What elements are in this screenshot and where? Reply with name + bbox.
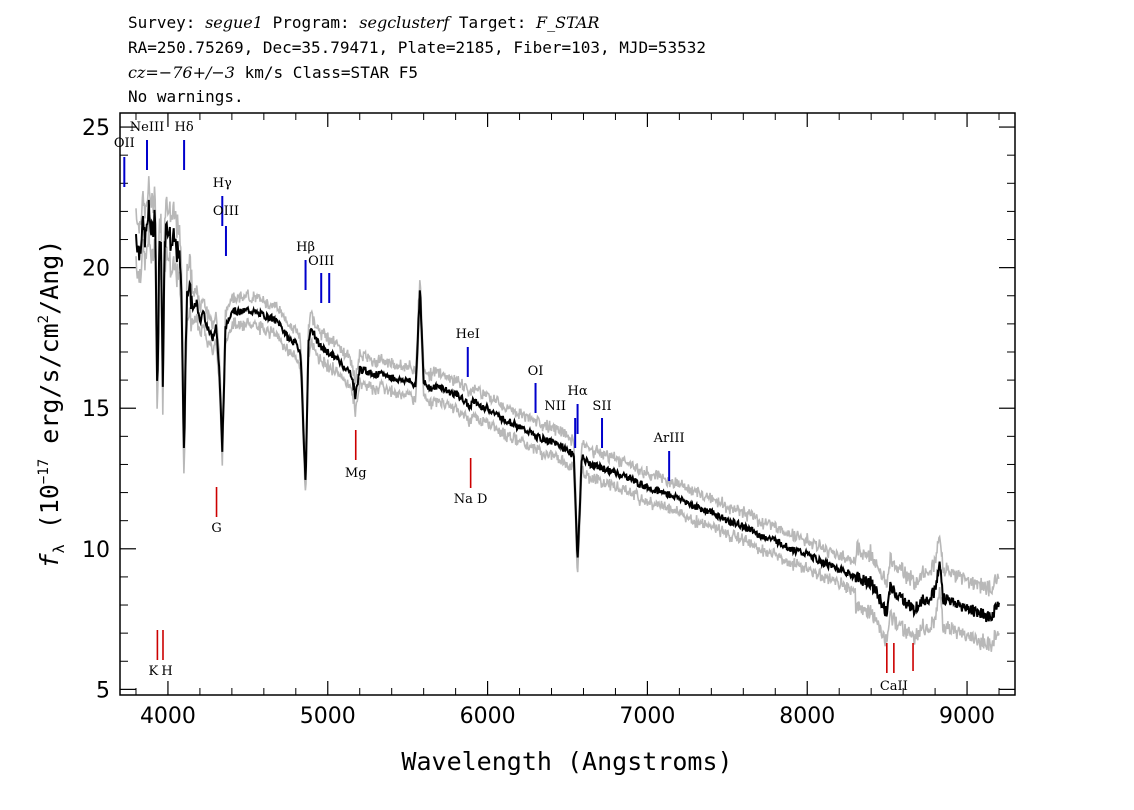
x-tick-label: 5000 bbox=[300, 704, 356, 729]
header-line-redshift: cz=−76+/−3 km/s Class=STAR F5 bbox=[128, 63, 418, 82]
target-label: Target: bbox=[459, 13, 526, 32]
absorption-line-label: K bbox=[149, 664, 159, 679]
emission-line-label: Hβ bbox=[296, 240, 315, 255]
y-tick-label: 20 bbox=[82, 257, 110, 282]
y-axis-f: f bbox=[35, 552, 64, 568]
y-axis-exp1: −17 bbox=[36, 459, 52, 484]
survey-label: Survey: bbox=[128, 13, 195, 32]
emission-line-label: NII bbox=[544, 399, 566, 414]
y-tick-label: 5 bbox=[96, 678, 110, 703]
emission-line-label: SII bbox=[592, 399, 611, 414]
absorption-line-label: CaII bbox=[880, 679, 908, 694]
header-line-warnings: No warnings. bbox=[128, 87, 244, 106]
header-line-survey: Survey: segue1 Program: segclusterf Targ… bbox=[128, 13, 599, 32]
absorption-line-label: G bbox=[211, 521, 221, 536]
emission-line-label: OII bbox=[114, 136, 135, 151]
y-tick-label: 10 bbox=[82, 538, 110, 563]
target-value: F_STAR bbox=[535, 13, 599, 32]
emission-line-label: NeIII bbox=[130, 120, 164, 135]
header-line-coords: RA=250.75269, Dec=35.79471, Plate=2185, … bbox=[128, 38, 706, 57]
y-axis-exp2: 2 bbox=[36, 315, 52, 323]
axis-ticks: 4000 5000 6000 7000 8000 9000 5 10 15 20 25 bbox=[82, 113, 1015, 729]
emission-line-label: Hγ bbox=[213, 176, 232, 191]
cz-rest: km/s Class=STAR F5 bbox=[245, 63, 418, 82]
x-tick-label: 7000 bbox=[619, 704, 675, 729]
x-tick-label: 6000 bbox=[460, 704, 516, 729]
x-tick-label: 4000 bbox=[140, 704, 196, 729]
program-label: Program: bbox=[273, 13, 350, 32]
absorption-line-label: Mg bbox=[345, 466, 367, 481]
program-value: segclusterf bbox=[359, 13, 452, 32]
y-axis-open: (10 bbox=[35, 484, 64, 544]
x-axis-title: Wavelength (Angstroms) bbox=[401, 747, 732, 776]
spectrum-line bbox=[135, 199, 1000, 623]
y-axis-end: /Ang) bbox=[35, 240, 64, 315]
x-tick-label: 8000 bbox=[779, 704, 835, 729]
y-axis-title: fλ (10−17 erg/s/cm2/Ang) bbox=[35, 240, 68, 569]
error-band-upper bbox=[135, 176, 1000, 597]
survey-value: segue1 bbox=[205, 13, 263, 32]
absorption-line-label: Na D bbox=[454, 492, 488, 507]
y-axis-lambda: λ bbox=[50, 544, 68, 553]
y-tick-label: 15 bbox=[82, 397, 110, 422]
emission-line-label: OIII bbox=[213, 204, 239, 219]
emission-line-label: OIII bbox=[308, 254, 334, 269]
emission-line-label: ArIII bbox=[653, 431, 685, 446]
x-tick-label: 9000 bbox=[939, 704, 995, 729]
plot-frame bbox=[119, 112, 1016, 696]
emission-line-label: OI bbox=[528, 364, 544, 379]
y-tick-label: 25 bbox=[82, 116, 110, 141]
cz-value: −76+/−3 bbox=[159, 63, 235, 82]
absorption-line-label: H bbox=[161, 664, 172, 679]
y-axis-mid: erg/s/cm bbox=[35, 323, 64, 458]
spectrum-series bbox=[135, 199, 1000, 623]
emission-line-label: Hδ bbox=[175, 120, 194, 135]
emission-line-label: Hα bbox=[568, 384, 588, 399]
emission-line-label: HeI bbox=[456, 327, 480, 342]
error-band bbox=[135, 176, 1000, 652]
cz-label: cz= bbox=[128, 63, 159, 82]
error-band-lower bbox=[135, 224, 1000, 652]
